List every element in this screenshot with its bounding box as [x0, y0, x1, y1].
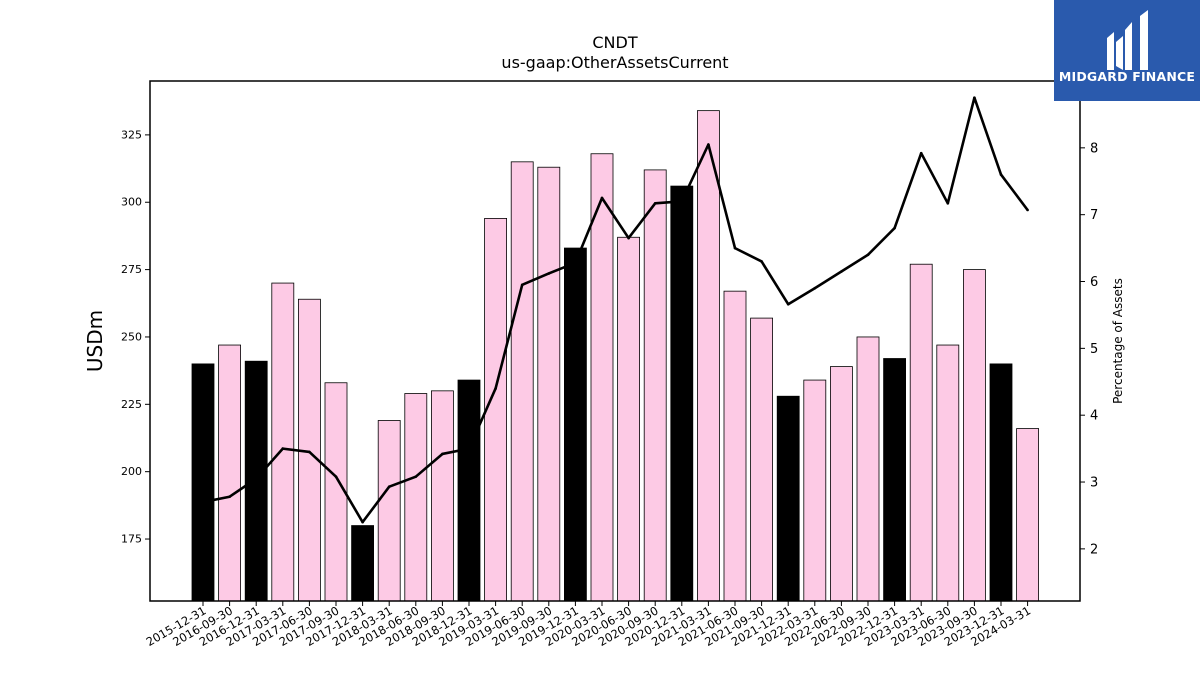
- bar: [537, 166, 561, 602]
- logo-text: MIDGARD FINANCE: [1058, 69, 1196, 84]
- bar: [590, 153, 614, 602]
- y2-tick-label: 6: [1090, 275, 1098, 290]
- y2-tick-label: 5: [1090, 342, 1098, 357]
- chart-title: CNDT: [592, 33, 637, 52]
- bar: [643, 169, 667, 602]
- line-point: [467, 447, 471, 450]
- line-point: [1026, 208, 1029, 212]
- bar: [617, 236, 640, 602]
- y2-tick-label: 8: [1090, 141, 1098, 156]
- line-layer: [201, 96, 1029, 524]
- line-point: [973, 96, 976, 100]
- line-point: [547, 272, 551, 275]
- bar: [1016, 428, 1039, 602]
- y2-tick-label: 7: [1090, 208, 1098, 223]
- line-point: [866, 253, 870, 257]
- line-point: [893, 226, 896, 230]
- chart-subtitle: us-gaap:OtherAssetsCurrent: [501, 53, 728, 72]
- bar: [457, 379, 481, 602]
- line-point: [520, 283, 524, 287]
- line-point: [813, 286, 817, 290]
- bar: [271, 282, 295, 602]
- line-point: [999, 173, 1003, 176]
- y-tick-label: 325: [121, 128, 142, 141]
- bar: [351, 525, 375, 602]
- line-point: [680, 200, 684, 203]
- line-point: [441, 452, 444, 456]
- bar: [723, 290, 747, 602]
- line-point: [786, 302, 790, 306]
- line-point: [494, 387, 497, 390]
- bar: [564, 247, 587, 602]
- y-tick-label: 225: [121, 398, 142, 411]
- line-point: [919, 151, 923, 155]
- line-point: [201, 500, 205, 504]
- y-tick-label: 250: [121, 330, 142, 343]
- bar: [510, 161, 534, 602]
- line-series: [202, 96, 1029, 524]
- bar: [830, 366, 853, 602]
- line-point: [281, 447, 285, 450]
- line-point: [254, 477, 258, 480]
- line-point: [334, 475, 338, 478]
- y-tick-label: 175: [121, 533, 142, 546]
- bar: [484, 218, 508, 602]
- bar: [244, 360, 268, 602]
- bar: [909, 263, 933, 602]
- line-point: [707, 143, 710, 146]
- bars: [191, 110, 1039, 602]
- bar: [191, 363, 215, 602]
- y-axis-label: USDm: [83, 310, 107, 372]
- bar: [989, 363, 1013, 602]
- bar: [750, 317, 773, 602]
- bar: [218, 344, 242, 602]
- y2-axis-label: Percentage of Assets: [1111, 278, 1125, 404]
- bar: [670, 185, 694, 602]
- line-point: [228, 495, 231, 499]
- line-point: [574, 261, 577, 265]
- bar: [404, 393, 428, 602]
- bar: [856, 336, 880, 602]
- bar: [963, 269, 986, 602]
- y-tick-label: 300: [121, 196, 142, 209]
- bar: [697, 110, 720, 602]
- line-point: [600, 196, 604, 200]
- bar: [377, 420, 401, 602]
- line-point: [946, 202, 950, 205]
- bar: [883, 358, 906, 602]
- bar: [803, 379, 827, 602]
- logo-mark-icon: [1107, 10, 1148, 70]
- bar: [430, 390, 454, 602]
- line-point: [627, 236, 630, 240]
- logo: MIDGARD FINANCE: [1054, 0, 1200, 101]
- y-tick-label: 275: [121, 263, 142, 276]
- bar: [936, 344, 960, 602]
- line-point: [361, 520, 364, 524]
- line-point: [760, 260, 763, 263]
- line-point: [308, 450, 311, 454]
- bar: [776, 395, 800, 602]
- plot-frame: [149, 80, 1081, 602]
- y2-tick-label: 2: [1090, 542, 1098, 557]
- y-tick-label: 200: [121, 465, 142, 478]
- line-point: [840, 270, 843, 273]
- line-point: [653, 202, 657, 205]
- line-point: [733, 246, 737, 250]
- y2-tick-label: 4: [1090, 409, 1098, 424]
- line-point: [387, 485, 391, 489]
- y2-tick-label: 3: [1090, 476, 1098, 491]
- line-point: [414, 475, 418, 478]
